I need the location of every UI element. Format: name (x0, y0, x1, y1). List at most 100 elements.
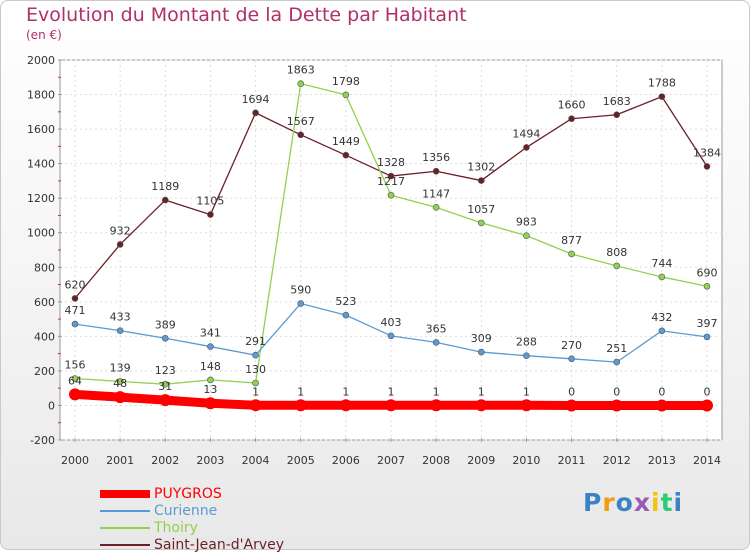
data-label: 1328 (377, 156, 405, 169)
series-point-3 (71, 295, 79, 302)
series-point-1 (71, 320, 79, 328)
series-point-2 (613, 262, 621, 270)
series-point-2 (568, 250, 575, 258)
series-point-0 (610, 399, 623, 412)
data-label: 130 (245, 363, 266, 376)
legend-label: Saint-Jean-d'Arvey (154, 536, 285, 553)
logo-letter: t (660, 488, 674, 517)
data-label: 1694 (242, 93, 270, 106)
series-point-3 (342, 151, 350, 159)
data-label: 0 (613, 385, 620, 398)
data-label: 31 (158, 380, 172, 393)
data-label: 1302 (467, 161, 495, 174)
x-tick-label: 2007 (377, 454, 405, 467)
series-point-2 (297, 80, 305, 87)
legend-item: Thoiry (100, 519, 284, 536)
y-tick-label: 1200 (27, 192, 55, 205)
series-point-2 (342, 91, 350, 99)
series-point-3 (252, 109, 259, 117)
data-label: 432 (651, 311, 672, 324)
data-label: 156 (65, 359, 86, 372)
logo-letter: o (615, 488, 634, 517)
data-label: 690 (697, 266, 718, 279)
series-point-1 (252, 351, 259, 359)
logo-letter: r (602, 488, 616, 517)
series-point-2 (387, 191, 395, 199)
data-label: 251 (606, 342, 627, 355)
series-point-3 (477, 177, 485, 184)
legend-label: PUYGROS (154, 485, 222, 502)
data-label: 1 (523, 385, 530, 398)
data-label: 433 (110, 311, 131, 324)
data-label: 1449 (332, 135, 360, 148)
series-point-0 (520, 399, 533, 412)
series-point-3 (297, 131, 305, 139)
data-label: 590 (290, 284, 311, 297)
data-label: 471 (65, 304, 86, 317)
series-point-1 (568, 355, 575, 363)
legend-swatch (100, 509, 150, 512)
x-tick-label: 2010 (512, 454, 540, 467)
x-tick-label: 2001 (106, 454, 134, 467)
data-label: 620 (65, 278, 86, 291)
data-label: 341 (200, 327, 221, 340)
data-label: 309 (471, 332, 492, 345)
series-point-3 (523, 144, 530, 151)
series-point-2 (703, 282, 711, 290)
data-label: 1 (433, 385, 440, 398)
series-point-0 (114, 391, 127, 404)
series-point-0 (701, 399, 713, 412)
data-label: 139 (110, 361, 131, 374)
legend-item: Saint-Jean-d'Arvey (100, 536, 284, 553)
x-tick-label: 2006 (332, 454, 360, 467)
data-label: 1 (297, 385, 304, 398)
series-point-0 (249, 399, 262, 412)
data-label: 744 (651, 257, 672, 270)
series-point-1 (387, 332, 395, 340)
legend-item: Curienne (100, 502, 284, 519)
series-point-0 (385, 399, 397, 412)
legend-label: Thoiry (154, 519, 198, 536)
data-label: 1 (478, 385, 485, 398)
data-label: 1105 (196, 195, 224, 208)
x-tick-label: 2002 (151, 454, 179, 467)
x-tick-label: 2003 (196, 454, 224, 467)
series-point-0 (204, 397, 217, 410)
series-point-3 (568, 115, 575, 123)
data-label: 1147 (422, 187, 450, 200)
x-tick-label: 2012 (603, 454, 631, 467)
series-point-0 (430, 399, 443, 412)
series-point-3 (432, 167, 440, 175)
data-label: 1 (252, 385, 259, 398)
series-point-3 (116, 241, 124, 248)
y-tick-label: 2000 (27, 54, 55, 67)
data-label: 1 (342, 385, 349, 398)
series-point-0 (69, 388, 81, 401)
series-point-1 (116, 327, 124, 334)
series-point-2 (116, 378, 124, 385)
series-point-3 (703, 163, 711, 170)
y-tick-label: 1600 (27, 123, 55, 136)
series-point-1 (207, 343, 214, 350)
logo-letter: P (583, 488, 603, 517)
series-point-2 (161, 380, 169, 388)
data-label: 1057 (467, 203, 495, 216)
series-point-3 (161, 196, 169, 204)
series-point-2 (523, 232, 530, 239)
series-point-2 (252, 379, 259, 387)
data-label: 123 (155, 364, 176, 377)
series-point-0 (565, 399, 578, 412)
data-label: 1683 (603, 95, 631, 108)
x-tick-label: 2013 (648, 454, 676, 467)
y-tick-label: 600 (34, 296, 55, 309)
legend-swatch (100, 526, 150, 529)
x-tick-label: 2014 (693, 454, 721, 467)
data-label: 397 (697, 317, 718, 330)
data-label: 13 (203, 383, 217, 396)
data-label: 148 (200, 360, 221, 373)
data-label: 1189 (151, 180, 179, 193)
data-label: 48 (113, 377, 127, 390)
series-point-0 (475, 399, 488, 412)
series-point-2 (207, 376, 214, 384)
data-label: 983 (516, 216, 537, 229)
